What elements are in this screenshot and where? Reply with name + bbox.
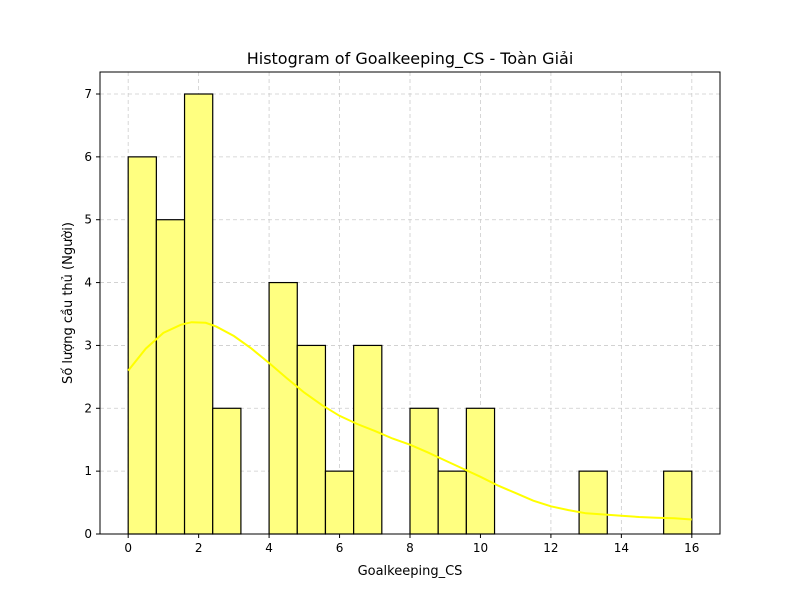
histogram-bar-16 (578, 470, 608, 535)
histogram-bar-8 (353, 344, 383, 535)
histogram-bar-1 (155, 219, 186, 535)
y-tick-label-5: 5 (84, 213, 92, 227)
x-tick-label-4: 8 (406, 541, 414, 555)
histogram-bar-3 (212, 407, 242, 535)
x-tick-label-7: 14 (614, 541, 629, 555)
x-axis-label: Goalkeeping_CS (358, 564, 463, 579)
histogram-bar-11 (437, 470, 467, 535)
y-tick-label-6: 6 (84, 150, 92, 164)
kde-line (127, 321, 692, 521)
y-axis-ticks: 0 1 2 3 4 5 6 7 (84, 87, 100, 541)
y-tick-label-7: 7 (84, 87, 92, 101)
histogram-bar-5 (268, 281, 298, 535)
x-tick-label-6: 12 (543, 541, 558, 555)
chart-title: Histogram of Goalkeeping_CS - Toàn Giải (247, 49, 574, 69)
histogram-bar-19 (663, 470, 693, 535)
y-tick-label-1: 1 (84, 464, 92, 478)
y-tick-label-2: 2 (84, 401, 92, 415)
histogram-bar-10 (409, 407, 439, 535)
bars (127, 93, 693, 535)
y-tick-label-0: 0 (84, 527, 92, 541)
y-tick-label-4: 4 (84, 276, 92, 290)
histogram-bar-7 (324, 470, 355, 535)
x-axis-ticks: 0 2 4 6 8 10 12 14 16 (124, 534, 699, 555)
x-tick-label-0: 0 (124, 541, 132, 555)
y-axis-label: Số lượng cầu thủ (Người) (61, 222, 76, 384)
x-tick-label-1: 2 (195, 541, 203, 555)
x-tick-label-2: 4 (265, 541, 273, 555)
histogram-bar-6 (296, 344, 327, 535)
histogram-bar-0 (127, 156, 157, 535)
x-tick-label-5: 10 (473, 541, 488, 555)
x-tick-label-8: 16 (684, 541, 699, 555)
y-tick-label-3: 3 (84, 338, 92, 352)
x-tick-label-3: 6 (336, 541, 344, 555)
histogram-bar-2 (183, 93, 214, 535)
